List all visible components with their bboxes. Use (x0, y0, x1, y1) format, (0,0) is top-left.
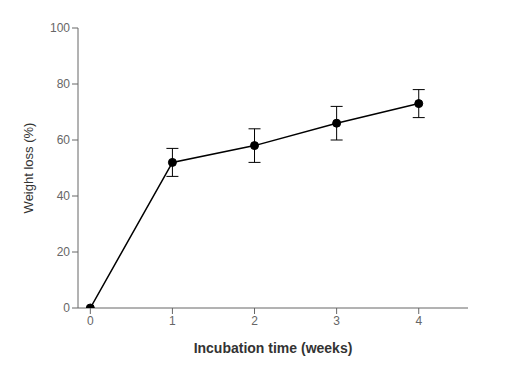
svg-text:Incubation time (weeks): Incubation time (weeks) (194, 340, 353, 356)
svg-text:Weight loss (%): Weight loss (%) (21, 123, 36, 214)
svg-text:3: 3 (333, 314, 340, 328)
svg-text:40: 40 (57, 189, 71, 203)
svg-text:20: 20 (57, 245, 71, 259)
svg-text:2: 2 (251, 314, 258, 328)
svg-text:60: 60 (57, 133, 71, 147)
svg-text:0: 0 (63, 301, 70, 315)
svg-text:100: 100 (50, 21, 70, 35)
svg-text:0: 0 (87, 314, 94, 328)
svg-text:1: 1 (169, 314, 176, 328)
svg-text:80: 80 (57, 77, 71, 91)
svg-text:4: 4 (415, 314, 422, 328)
